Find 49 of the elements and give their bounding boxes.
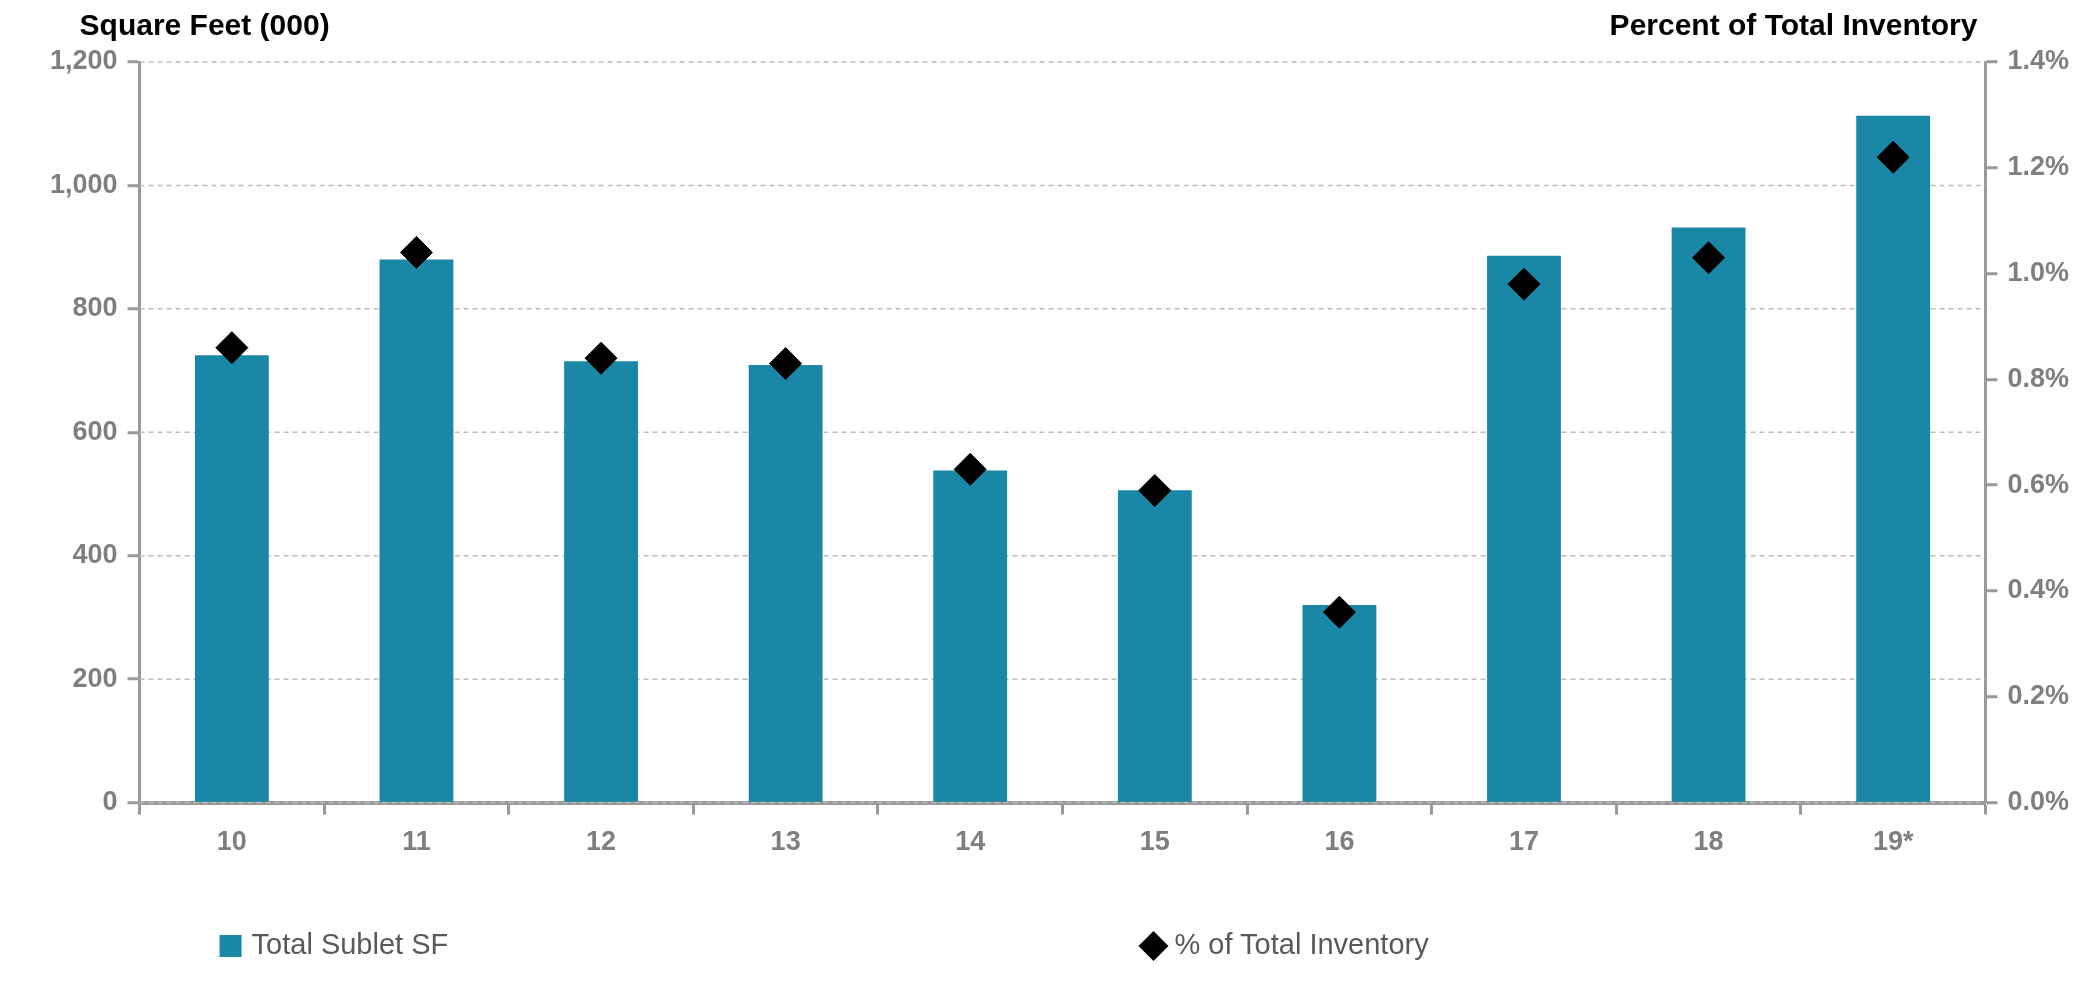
y-tick-label: 0 bbox=[102, 786, 118, 817]
y2-tick-label: 1.2% bbox=[2007, 151, 2070, 182]
y-tick-label: 400 bbox=[72, 539, 118, 570]
bar bbox=[1487, 255, 1561, 802]
y-tick-label: 1,200 bbox=[49, 45, 118, 76]
x-tick-label: 10 bbox=[216, 826, 247, 857]
bar bbox=[1117, 490, 1192, 802]
x-tick-label: 11 bbox=[402, 826, 431, 857]
point bbox=[1322, 595, 1356, 629]
bar bbox=[933, 470, 1008, 802]
y2-tick-label: 0.0% bbox=[2007, 786, 2070, 817]
x-tick-label: 17 bbox=[1508, 826, 1540, 857]
x-tick-label: 13 bbox=[770, 826, 801, 857]
y2-tick-label: 0.6% bbox=[2007, 468, 2070, 499]
point bbox=[1507, 267, 1541, 301]
y2-tick-label: 0.2% bbox=[2007, 680, 2070, 711]
point bbox=[1692, 241, 1726, 275]
bar bbox=[564, 361, 638, 802]
point bbox=[215, 331, 249, 365]
y-tick-label: 600 bbox=[72, 415, 118, 446]
point bbox=[1138, 473, 1172, 507]
y2-tick-label: 1.0% bbox=[2007, 257, 2070, 288]
point bbox=[1876, 140, 1910, 174]
point bbox=[953, 452, 987, 486]
x-tick-label: 18 bbox=[1693, 826, 1724, 857]
point bbox=[584, 341, 618, 375]
y2-tick-label: 0.4% bbox=[2007, 574, 2070, 605]
x-tick-label: 16 bbox=[1324, 826, 1355, 857]
y2-tick-label: 0.8% bbox=[2007, 362, 2070, 393]
bar bbox=[748, 365, 823, 802]
y2-tick-label: 1.4% bbox=[2007, 45, 2070, 76]
y-tick-label: 200 bbox=[72, 662, 118, 693]
point bbox=[769, 347, 803, 381]
y-tick-label: 1,000 bbox=[49, 168, 118, 199]
x-tick-label: 15 bbox=[1139, 826, 1170, 857]
y-axis-title: Square Feet (000) bbox=[79, 8, 330, 42]
y2-axis-title: Percent of Total Inventory bbox=[1609, 8, 1978, 42]
bar bbox=[379, 259, 454, 802]
legend-label: Total Sublet SF bbox=[251, 928, 449, 960]
legend-label: % of Total Inventory bbox=[1174, 928, 1430, 960]
bar bbox=[1302, 605, 1377, 802]
x-tick-label: 19* bbox=[1872, 826, 1914, 857]
x-tick-label: 14 bbox=[955, 826, 986, 857]
bar bbox=[1856, 115, 1931, 802]
bar bbox=[194, 355, 269, 802]
x-tick-label: 12 bbox=[586, 826, 617, 857]
bar bbox=[1671, 227, 1746, 802]
y-tick-label: 800 bbox=[72, 292, 118, 323]
point bbox=[399, 235, 433, 269]
